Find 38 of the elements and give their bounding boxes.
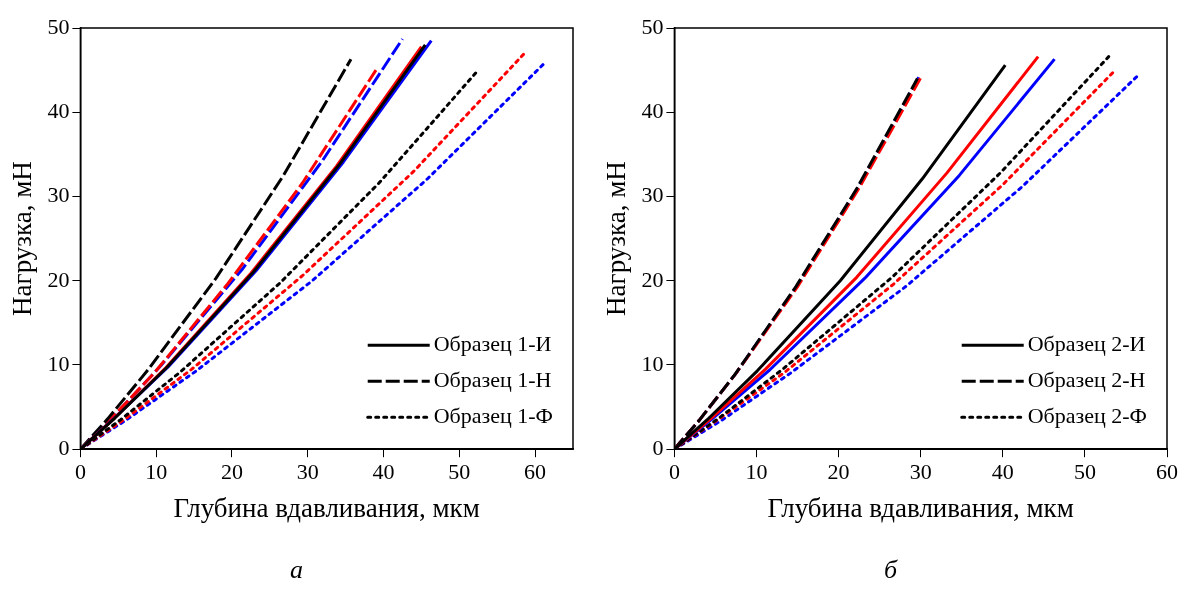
legend-label: Образец 2-Н [1027, 366, 1146, 392]
y-axis-title: Нагрузка, мН [7, 161, 38, 316]
x-tick-label: 20 [220, 459, 243, 485]
x-tick-label: 40 [991, 459, 1014, 485]
y-tick-label: 10 [641, 350, 664, 376]
x-tick-label: 20 [827, 459, 850, 485]
y-tick-label: 20 [47, 266, 70, 292]
legend-label: Образец 2-Ф [1027, 402, 1147, 428]
y-tick-label: 20 [641, 266, 664, 292]
text: б [882, 555, 899, 585]
y-tick-label: 40 [641, 98, 664, 124]
y-tick-label: 50 [641, 13, 664, 39]
y-tick-label: 50 [47, 13, 70, 39]
x-tick-label: 10 [145, 459, 168, 485]
legend-label: Образец 1-Н [433, 366, 552, 392]
x-axis-title: Глубина вдавливания, мкм [173, 492, 480, 523]
legend-label: Образец 2-И [1027, 330, 1146, 356]
y-tick-label: 40 [47, 98, 70, 124]
legend-label: Образец 1-И [433, 330, 552, 356]
x-tick-label: 50 [1073, 459, 1096, 485]
x-axis-title: Глубина вдавливания, мкм [767, 492, 1074, 523]
y-tick-label: 0 [652, 434, 664, 460]
x-tick-label: 30 [296, 459, 319, 485]
x-tick-label: 0 [668, 459, 680, 485]
legend-label: Образец 1-Ф [433, 402, 553, 428]
x-tick-label: 10 [745, 459, 768, 485]
x-tick-label: 50 [448, 459, 471, 485]
y-tick-label: 30 [47, 182, 70, 208]
y-tick-label: 10 [47, 350, 70, 376]
text: а [289, 555, 304, 585]
y-tick-label: 0 [58, 434, 70, 460]
x-tick-label: 60 [1156, 459, 1178, 485]
y-tick-label: 30 [641, 182, 664, 208]
x-tick-label: 0 [74, 459, 86, 485]
x-tick-label: 40 [372, 459, 395, 485]
x-tick-label: 60 [524, 459, 547, 485]
y-axis-title: Нагрузка, мН [601, 161, 632, 316]
x-tick-label: 30 [909, 459, 932, 485]
